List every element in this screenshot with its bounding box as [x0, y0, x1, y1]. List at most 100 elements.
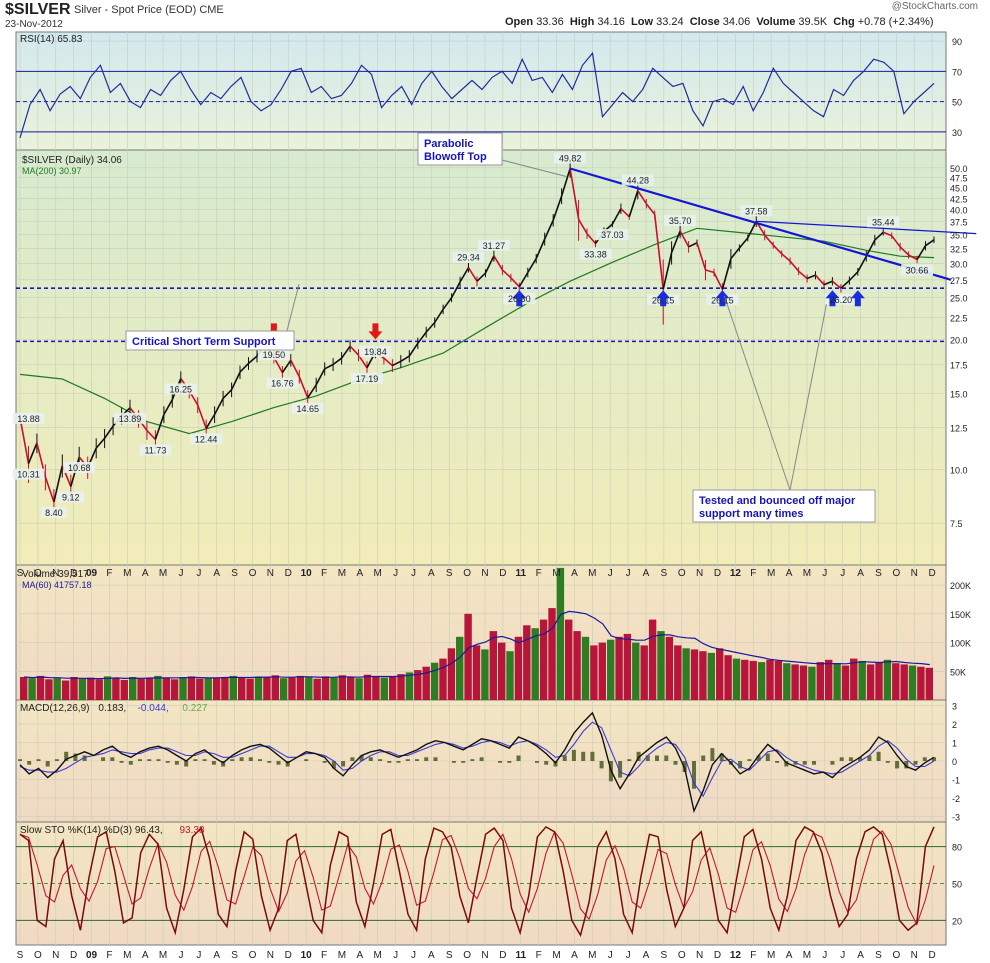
macd-histogram-bar	[276, 761, 281, 765]
price-segment	[340, 345, 351, 359]
volume-bar	[866, 664, 875, 700]
x-axis-label-bottom: N	[481, 950, 488, 961]
price-segment	[552, 195, 563, 221]
macd-histogram-bar	[876, 751, 881, 761]
volume-bar	[212, 678, 221, 700]
price-segment	[493, 255, 504, 271]
macd-tick-label: 0	[952, 757, 957, 767]
open-label: Open	[505, 16, 534, 28]
macd-histogram-bar	[174, 761, 179, 765]
annotation-bg	[12, 468, 45, 480]
x-axis-label-mid: J	[196, 568, 201, 579]
price-annotation-label: 16.76	[271, 379, 294, 389]
price-segment	[747, 220, 758, 239]
x-axis-label-bottom: A	[857, 950, 864, 961]
x-axis-label-bottom: O	[892, 950, 900, 961]
volume-bar	[607, 639, 615, 700]
macd-histogram-bar	[378, 759, 383, 761]
x-axis-label-bottom: D	[499, 950, 506, 961]
volume-bar	[682, 648, 690, 700]
macd-histogram-bar	[322, 761, 327, 763]
chart-description-text: Silver - Spot Price (EOD)	[74, 4, 197, 16]
annotation-bg	[12, 412, 45, 424]
price-segment	[450, 281, 461, 299]
macd-histogram-bar	[516, 755, 521, 761]
price-tick-label: 32.5	[950, 245, 968, 255]
x-axis-label-mid: S	[661, 568, 668, 579]
volume-bar	[36, 675, 45, 700]
price-segment	[19, 417, 30, 464]
price-annotation-label: 9.12	[62, 493, 80, 503]
x-axis-label-bottom: 11	[515, 950, 526, 961]
x-axis-label-mid: J	[608, 568, 613, 579]
macd-histogram-bar	[267, 761, 272, 763]
price-tick-label: 42.5	[950, 194, 968, 204]
x-axis-label-mid: S	[17, 568, 24, 579]
x-axis-label-bottom: J	[196, 950, 201, 961]
volume-tick-label: 150K	[950, 610, 971, 620]
volume-bar	[129, 677, 137, 700]
callout-tested-pointer	[723, 296, 791, 491]
watermark: @StockCharts.com	[891, 1, 978, 12]
price-tick-label: 40.0	[950, 206, 968, 216]
volume-bar	[648, 619, 657, 700]
volume-bar	[523, 625, 531, 700]
annotation-bg	[291, 402, 324, 414]
macd-histogram-bar	[304, 759, 309, 761]
x-axis-label-bottom: A	[786, 950, 793, 961]
annotation-bg	[351, 372, 383, 384]
macd-tick-label: -2	[952, 794, 960, 804]
volume-bar	[892, 663, 900, 700]
annotation-bg	[139, 444, 172, 456]
annotation-bg	[664, 215, 697, 226]
volume-bar	[321, 676, 330, 700]
rsi-title: RSI(14) 65.83	[20, 34, 83, 45]
volume-bar	[70, 677, 78, 700]
price-segment	[442, 297, 453, 310]
x-axis-label-bottom: M	[803, 950, 811, 961]
x-axis-label-mid: O	[463, 568, 471, 579]
price-annotation-label: 37.03	[601, 230, 624, 240]
volume-bar	[347, 677, 355, 700]
x-axis-label-mid: A	[356, 568, 363, 579]
macd-histogram-bar	[461, 761, 466, 763]
macd-histogram-bar	[147, 759, 152, 761]
macd-tick-label: 2	[952, 720, 957, 730]
price-segment	[637, 190, 647, 205]
price-segment	[713, 272, 724, 290]
volume-bar	[472, 645, 481, 700]
price-segment	[103, 425, 114, 439]
macd-legend-part: 0.227	[182, 703, 207, 714]
volume-bar	[263, 677, 271, 700]
macd-histogram-bar	[138, 759, 142, 761]
x-axis-label-bottom: A	[571, 950, 578, 961]
price-segment	[476, 272, 487, 282]
volume-bar	[825, 659, 833, 700]
support-up-arrow	[512, 290, 527, 307]
x-axis-label-bottom: A	[213, 950, 220, 961]
open-value: 33.36	[536, 16, 564, 28]
x-axis-label-bottom: J	[840, 950, 845, 961]
price-annotation-label: 17.19	[356, 374, 379, 384]
volume-ma-legend: MA(60) 41757.18	[22, 580, 92, 590]
volume-bar	[850, 658, 858, 700]
x-axis-label-mid: S	[875, 568, 882, 579]
price-segment	[44, 476, 55, 503]
price-tick-label: 15.0	[950, 389, 968, 399]
price-segment	[247, 355, 258, 365]
price-tick-label: 27.5	[950, 276, 968, 286]
price-tick-label: 17.5	[950, 360, 968, 370]
volume-bar	[363, 674, 372, 700]
price-segment	[865, 239, 876, 257]
annotation-bg	[164, 383, 197, 395]
x-axis-label-mid: O	[892, 568, 900, 579]
price-annotation-label: 31.27	[483, 241, 506, 251]
x-axis-label-mid: S	[231, 568, 238, 579]
price-segment	[417, 331, 427, 344]
macd-histogram-bar	[82, 755, 87, 761]
price-segment	[891, 235, 901, 248]
x-axis-label-bottom: N	[911, 950, 918, 961]
resistance-down-arrow	[368, 323, 383, 340]
volume-bar	[238, 677, 246, 700]
volume-tick-label: 50K	[950, 667, 966, 677]
